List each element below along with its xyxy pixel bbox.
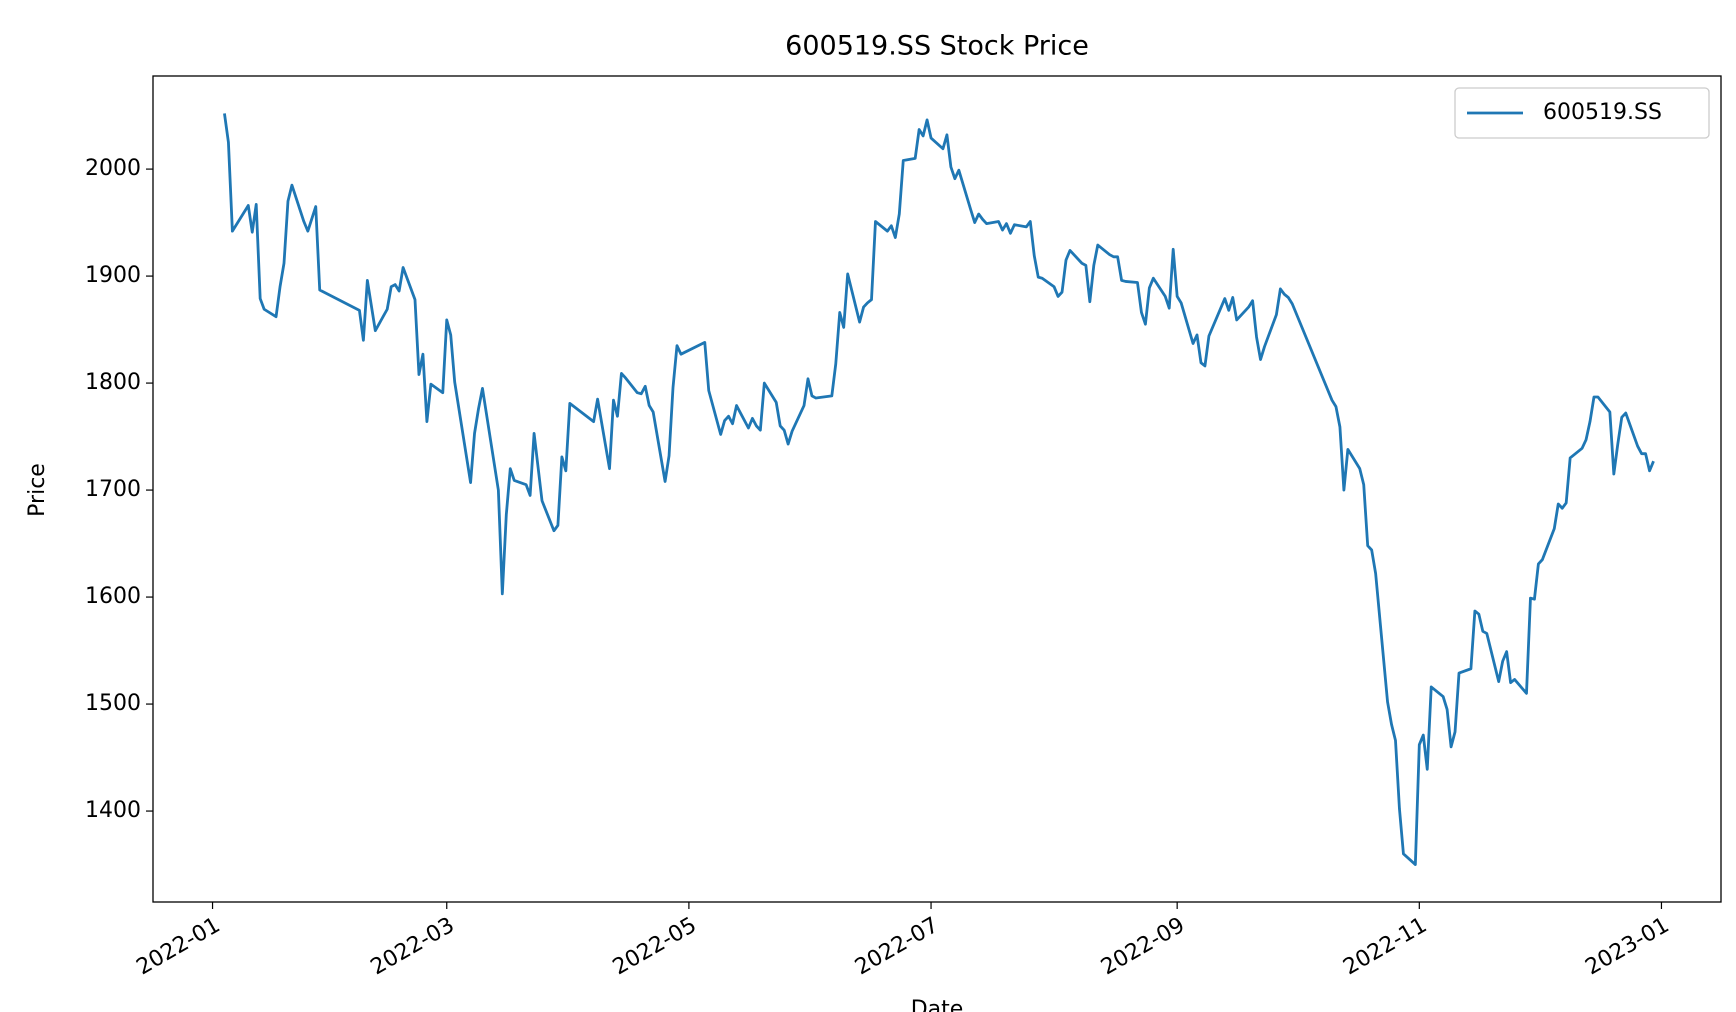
chart-title: 600519.SS Stock Price (785, 31, 1089, 62)
y-axis-label: Price (25, 463, 50, 517)
y-tick-label: 1600 (85, 584, 141, 609)
x-tick-label: 2022-11 (1339, 913, 1431, 981)
plot-frame (152, 75, 1722, 903)
x-tick-label: 2022-09 (1097, 913, 1189, 981)
y-tick-label: 2000 (85, 156, 141, 181)
x-tick-label: 2023-01 (1581, 913, 1673, 981)
x-tick-label: 2022-05 (609, 913, 701, 981)
y-tick-label: 1700 (85, 477, 141, 502)
y-tick-label: 1500 (85, 691, 141, 716)
legend-label: 600519.SS (1543, 100, 1662, 125)
legend: 600519.SS (1454, 87, 1710, 139)
price-line (223, 113, 1655, 866)
y-tick-label: 1400 (85, 798, 141, 823)
y-tick-label: 1900 (85, 263, 141, 288)
x-tick-label: 2022-03 (367, 913, 459, 981)
x-tick-label: 2022-01 (132, 913, 224, 981)
x-axis-label: Date (911, 997, 964, 1012)
x-tick-label: 2022-07 (851, 913, 943, 981)
y-tick-label: 1800 (85, 370, 141, 395)
legend-box (1454, 87, 1710, 139)
